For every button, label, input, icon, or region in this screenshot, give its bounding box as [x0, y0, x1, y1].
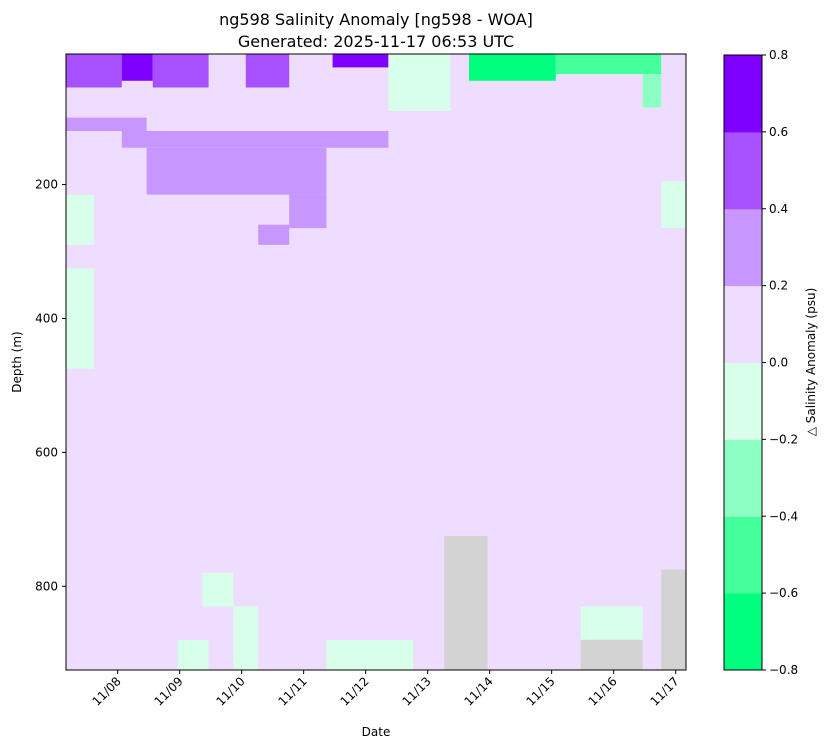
- y-axis-label: Depth (m): [10, 331, 24, 392]
- colorbar-tick-label: 0.0: [769, 356, 788, 370]
- no-data-cell: [580, 639, 643, 670]
- y-axis: 200 400 600 800: [35, 178, 66, 593]
- colorbar-tick-label: −0.8: [769, 663, 798, 677]
- heatmap-cell: [332, 54, 389, 68]
- y-tick-label: 200: [35, 178, 58, 192]
- x-tick-label: 11/17: [647, 674, 681, 708]
- heatmap-cell: [202, 572, 234, 607]
- x-tick-label: 11/08: [89, 674, 123, 708]
- heatmap-cell: [469, 54, 556, 81]
- heatmap-cell: [177, 639, 209, 670]
- colorbar: −0.8 −0.6 −0.4 −0.2 0.0 0.2 0.4 0.6 0.8: [723, 48, 798, 677]
- colorbar-band: [724, 285, 762, 363]
- chart-subtitle: Generated: 2025-11-17 06:53 UTC: [238, 32, 514, 51]
- heatmap-cell: [661, 181, 686, 229]
- colorbar-tick-label: 0.2: [769, 279, 788, 293]
- heatmap-cell: [289, 194, 327, 229]
- colorbar-tick-label: 0.8: [769, 48, 788, 62]
- colorbar-band: [724, 208, 762, 287]
- heatmap-cell: [555, 54, 662, 75]
- x-tick-label: 11/16: [585, 674, 619, 708]
- x-axis: 11/08 11/09 11/10 11/11 11/12 11/13 11/14 11/15…: [89, 670, 682, 709]
- x-tick-label: 11/13: [399, 674, 433, 708]
- heatmap-cell: [258, 224, 290, 245]
- heatmap-cell: [326, 639, 414, 670]
- y-tick-label: 800: [35, 579, 58, 593]
- plot-frame: [65, 53, 687, 671]
- no-data-cell: [661, 569, 686, 670]
- x-tick-label: 11/12: [337, 674, 371, 708]
- heatmap-cell: [152, 54, 209, 88]
- heatmap-cell: [66, 117, 147, 131]
- x-tick-label: 11/11: [275, 674, 309, 708]
- heatmap-cell: [146, 147, 327, 195]
- heatmap-cell: [245, 54, 290, 88]
- heatmap-cell: [580, 606, 643, 640]
- x-tick-label: 11/09: [151, 674, 185, 708]
- colorbar-band: [724, 593, 762, 671]
- x-axis-label: Date: [362, 725, 391, 739]
- heatmap-cell: [642, 74, 662, 108]
- colorbar-label: △ Salinity Anomaly (psu): [804, 288, 818, 437]
- heatmap-cell: [121, 54, 153, 81]
- heatmap-cell: [66, 54, 122, 88]
- heatmap-cell: [233, 606, 259, 670]
- colorbar-band: [724, 516, 762, 594]
- heatmap-cell: [121, 131, 389, 148]
- colorbar-tick-label: −0.4: [769, 509, 798, 523]
- heatmap-cell: [66, 268, 94, 369]
- no-data-cell: [444, 536, 488, 670]
- colorbar-band: [724, 362, 762, 440]
- colorbar-tick-label: 0.4: [769, 202, 788, 216]
- chart-title: ng598 Salinity Anomaly [ng598 - WOA]: [219, 10, 533, 29]
- plot-area: [65, 53, 687, 671]
- colorbar-tick-label: −0.6: [769, 586, 798, 600]
- y-tick-label: 600: [35, 445, 58, 459]
- y-tick-label: 400: [35, 311, 58, 325]
- heatmap-cell: [66, 194, 94, 245]
- colorbar-band: [724, 55, 762, 133]
- x-tick-label: 11/14: [461, 674, 495, 708]
- colorbar-band: [724, 439, 762, 517]
- colorbar-tick-label: −0.2: [769, 432, 798, 446]
- heatmap-cell: [388, 54, 451, 111]
- x-tick-label: 11/10: [213, 674, 247, 708]
- x-tick-label: 11/15: [523, 674, 557, 708]
- colorbar-band: [724, 131, 762, 210]
- colorbar-tick-label: 0.6: [769, 125, 788, 139]
